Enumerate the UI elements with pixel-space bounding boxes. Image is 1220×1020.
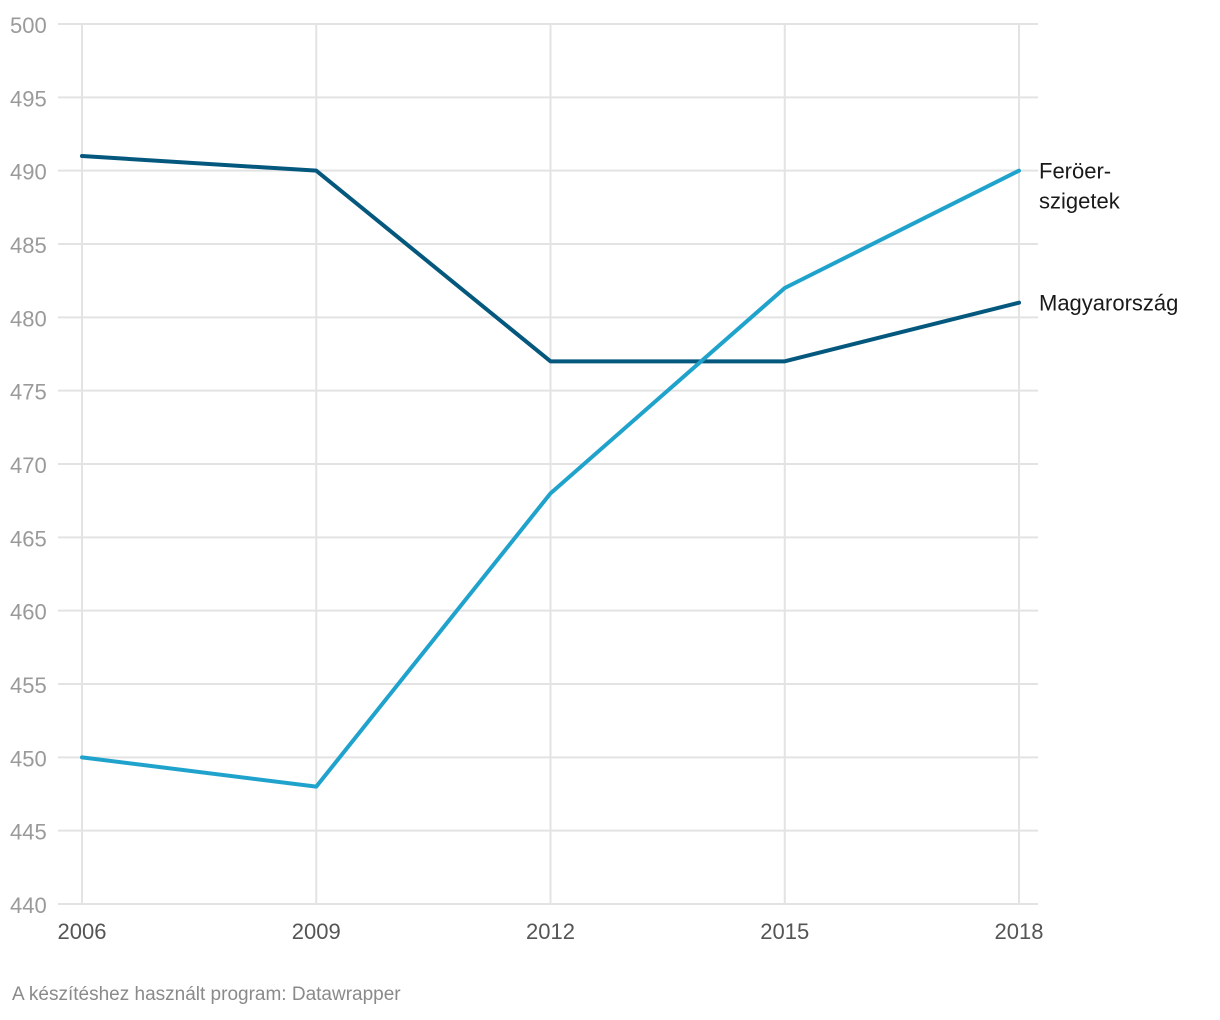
series-label-0: Magyarország: [1039, 291, 1178, 316]
series-labels: Magyarország Feröer-szigetek: [1039, 159, 1178, 316]
series-line-0: [80, 154, 1021, 364]
x-axis-ticks: 2006 2009 2012 2015 2018: [58, 919, 1044, 944]
x-tick-label: 2018: [995, 919, 1044, 944]
y-tick-label: 485: [10, 233, 47, 258]
series-lines: [80, 154, 1021, 789]
series-label-1: Feröer-szigetek: [1039, 159, 1121, 214]
y-tick-label: 455: [10, 673, 47, 698]
y-tick-label: 460: [10, 600, 47, 625]
x-tick-label: 2009: [292, 919, 341, 944]
y-tick-label: 465: [10, 526, 47, 551]
y-tick-label: 495: [10, 86, 47, 111]
y-axis-ticks: 440 445 450 455 460 465 470 475 480 485 490 495 500: [10, 13, 47, 918]
x-tick-label: 2012: [526, 919, 575, 944]
y-tick-label: 480: [10, 306, 47, 331]
footer-credit: A készítéshez használt program: Datawrap…: [12, 984, 401, 1005]
y-tick-label: 440: [10, 893, 47, 918]
y-tick-label: 445: [10, 820, 47, 845]
y-tick-label: 475: [10, 380, 47, 405]
y-tick-label: 500: [10, 13, 47, 38]
line-chart: 440445450455460465470475480485490495500 …: [10, 13, 1178, 944]
y-tick-label: 490: [10, 160, 47, 185]
x-tick-label: 2015: [760, 919, 809, 944]
x-tick-label: 2006: [58, 919, 107, 944]
y-tick-label: 470: [10, 453, 47, 478]
series-line-1: [80, 168, 1021, 789]
y-tick-label: 450: [10, 746, 47, 771]
